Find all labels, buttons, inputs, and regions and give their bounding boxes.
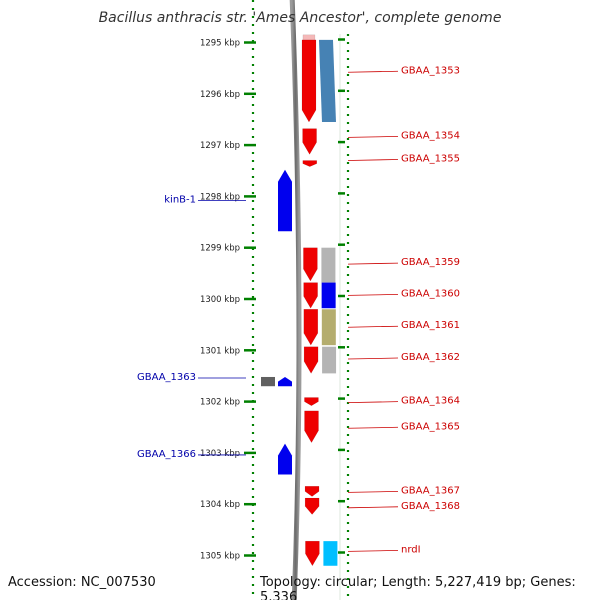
gene-label: GBAA_1367 bbox=[401, 485, 460, 496]
label-leader bbox=[347, 262, 399, 265]
gene-label: GBAA_1363 bbox=[137, 372, 196, 383]
cds-block bbox=[321, 309, 336, 346]
tick-label: 1299 kbp bbox=[200, 244, 240, 254]
cds-block bbox=[318, 39, 336, 123]
gene-arrow-forward bbox=[301, 39, 317, 123]
gene-label: GBAA_1362 bbox=[401, 352, 460, 363]
track-lanes bbox=[251, 0, 350, 600]
gene-label: kinB-1 bbox=[164, 195, 196, 206]
tick-label: 1295 kbp bbox=[200, 39, 240, 49]
gene-arrow-reverse bbox=[278, 376, 292, 387]
cds-block bbox=[323, 541, 338, 566]
gene-label: GBAA_1360 bbox=[401, 288, 460, 299]
gene-arrow-forward bbox=[303, 282, 318, 309]
tick-label: 1302 kbp bbox=[200, 398, 240, 408]
backbone-line bbox=[289, 0, 302, 600]
map-title: Bacillus anthracis str. 'Ames Ancestor',… bbox=[98, 10, 502, 26]
gene-arrow-forward bbox=[304, 497, 320, 515]
gene-label: nrdI bbox=[401, 544, 421, 555]
gene-arrow-forward bbox=[303, 247, 318, 282]
label-leader bbox=[347, 401, 399, 404]
gene-arrow-forward bbox=[304, 485, 320, 497]
gene-arrow-forward bbox=[304, 410, 319, 444]
gene-label: GBAA_1365 bbox=[401, 421, 460, 432]
gene-arrow-forward bbox=[304, 397, 319, 406]
gene-label: GBAA_1354 bbox=[401, 130, 460, 141]
label-leader bbox=[347, 294, 399, 296]
tick-label: 1298 kbp bbox=[200, 192, 240, 202]
accession-label: Accession: NC_007530 bbox=[8, 575, 156, 590]
label-leader bbox=[347, 159, 399, 161]
gene-labels: GBAA_1353 GBAA_1354 GBAA_1355 GBAA_1359 GBAA… bbox=[137, 65, 460, 555]
gene-arrow-reverse bbox=[278, 443, 292, 475]
label-leader bbox=[347, 136, 399, 138]
label-leader bbox=[347, 491, 399, 493]
cds-block-reverse bbox=[261, 376, 275, 387]
label-leader bbox=[347, 70, 399, 73]
gene-label: GBAA_1364 bbox=[401, 396, 460, 407]
label-leader bbox=[347, 549, 399, 552]
cds-block bbox=[321, 282, 336, 309]
tick-label: 1296 kbp bbox=[200, 90, 240, 100]
cds-track bbox=[261, 39, 338, 566]
label-leader bbox=[347, 506, 399, 509]
tick-label: 1300 kbp bbox=[200, 295, 240, 305]
cds-block bbox=[321, 247, 336, 283]
gene-label: GBAA_1368 bbox=[401, 501, 460, 512]
gene-arrow-forward bbox=[303, 346, 319, 374]
genome-backbone bbox=[289, 0, 302, 600]
coordinate-ticks: 1295 kbp 1296 kbp 1297 kbp 1298 kbp 1299 kbp… bbox=[200, 38, 345, 562]
gene-arrow-reverse bbox=[278, 169, 292, 232]
tick-label: 1303 kbp bbox=[200, 449, 240, 459]
tick-label: 1301 kbp bbox=[200, 346, 240, 356]
topology-label: Topology: circular; Length: 5,227,419 bp… bbox=[260, 575, 576, 600]
gene-arrow-forward bbox=[303, 309, 319, 346]
label-leader bbox=[347, 426, 399, 429]
gene-label: GBAA_1353 bbox=[401, 65, 460, 76]
gene-arrow-forward bbox=[305, 540, 320, 567]
label-leader bbox=[347, 325, 399, 328]
gene-label: GBAA_1361 bbox=[401, 320, 460, 331]
gene-arrow-forward bbox=[302, 128, 317, 155]
gene-label: GBAA_1355 bbox=[401, 153, 460, 164]
gene-track bbox=[278, 34, 320, 567]
gene-label: GBAA_1366 bbox=[137, 449, 196, 460]
cds-block bbox=[322, 346, 337, 374]
tick-label: 1297 kbp bbox=[200, 141, 240, 151]
gene-arrow-forward bbox=[302, 160, 318, 167]
label-leader bbox=[347, 357, 399, 360]
tick-label: 1304 kbp bbox=[200, 500, 240, 510]
tick-label: 1305 kbp bbox=[200, 552, 240, 562]
gene-label: GBAA_1359 bbox=[401, 257, 460, 268]
